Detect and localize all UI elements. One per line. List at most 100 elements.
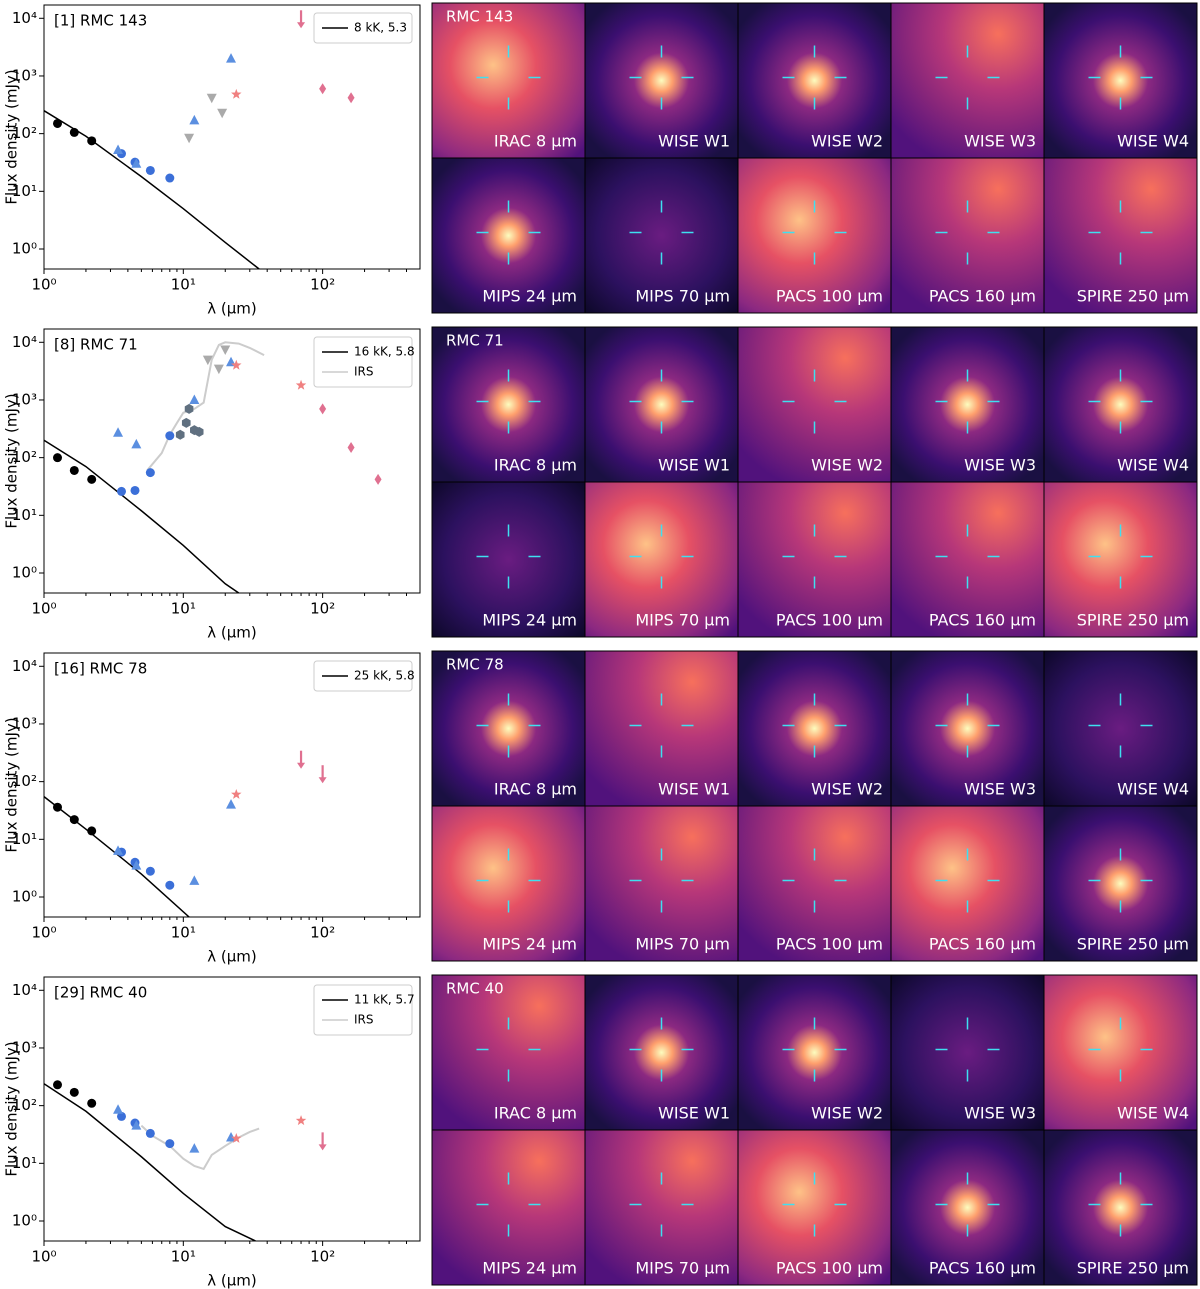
point bbox=[206, 93, 217, 104]
point bbox=[374, 473, 382, 485]
point bbox=[184, 133, 195, 144]
band-label: WISE W1 bbox=[658, 132, 730, 151]
y-tick-label: 10¹ bbox=[12, 182, 37, 200]
point bbox=[189, 875, 200, 885]
point bbox=[184, 403, 194, 414]
upper-limit bbox=[297, 10, 306, 29]
point bbox=[130, 485, 140, 495]
plot-area bbox=[44, 341, 382, 593]
band-label: WISE W4 bbox=[1117, 132, 1189, 151]
x-tick-label: 10¹ bbox=[171, 276, 196, 294]
y-tick-label: 10² bbox=[12, 772, 37, 790]
image-tile bbox=[431, 1129, 586, 1286]
point bbox=[131, 438, 142, 449]
image-tile bbox=[431, 650, 586, 807]
band-label: IRAC 8 μm bbox=[494, 1104, 577, 1123]
band-label: WISE W2 bbox=[811, 1104, 883, 1123]
image-tile bbox=[737, 157, 892, 314]
image-title: RMC 143 bbox=[446, 8, 513, 26]
y-tick-label: 10³ bbox=[12, 66, 37, 84]
plot-frame bbox=[43, 328, 421, 594]
arrow-head bbox=[318, 1144, 327, 1151]
x-tick-label: 10⁰ bbox=[31, 276, 56, 294]
point bbox=[213, 364, 224, 375]
point bbox=[116, 486, 126, 496]
image-tile bbox=[1043, 2, 1198, 159]
band-label: WISE W2 bbox=[811, 132, 883, 151]
image-tile bbox=[737, 805, 892, 962]
point bbox=[231, 359, 242, 370]
point bbox=[189, 1143, 200, 1153]
point bbox=[113, 427, 124, 437]
legend-label: IRS bbox=[354, 365, 374, 379]
y-axis-label: Flux density (mJy) bbox=[3, 717, 21, 852]
point bbox=[231, 1132, 242, 1143]
image-tile bbox=[431, 2, 586, 159]
point bbox=[131, 860, 142, 870]
point bbox=[319, 83, 327, 95]
arrow-head bbox=[297, 762, 306, 769]
plot-area bbox=[44, 10, 355, 269]
band-label: PACS 100 μm bbox=[776, 287, 883, 306]
x-axis-label: λ (µm) bbox=[207, 1272, 257, 1289]
band-label: PACS 160 μm bbox=[929, 935, 1036, 954]
band-label: SPIRE 250 μm bbox=[1077, 1259, 1189, 1278]
image-tile bbox=[1043, 1129, 1198, 1286]
point bbox=[319, 403, 327, 415]
legend-box bbox=[313, 12, 413, 44]
image-tile bbox=[431, 974, 586, 1131]
point bbox=[181, 417, 191, 428]
x-tick-label: 10² bbox=[310, 276, 335, 294]
x-axis-label: λ (µm) bbox=[207, 948, 257, 966]
point bbox=[87, 1098, 97, 1108]
y-tick-label: 10⁴ bbox=[12, 9, 37, 27]
legend-label: IRS bbox=[354, 1013, 374, 1027]
legend-label: 11 kK, 5.7 bbox=[354, 993, 415, 1007]
y-tick-label: 10³ bbox=[12, 1038, 37, 1056]
image-tile bbox=[737, 481, 892, 638]
band-label: WISE W2 bbox=[811, 456, 883, 475]
model-line bbox=[44, 1083, 256, 1241]
point bbox=[202, 355, 213, 366]
image-tile bbox=[584, 2, 739, 159]
point bbox=[194, 426, 204, 437]
point bbox=[69, 1087, 79, 1097]
image-tile bbox=[890, 481, 1045, 638]
x-tick-label: 10¹ bbox=[171, 600, 196, 618]
y-tick-label: 10¹ bbox=[12, 830, 37, 848]
x-tick-label: 10² bbox=[310, 600, 335, 618]
point bbox=[220, 345, 231, 355]
point bbox=[131, 158, 142, 168]
band-label: PACS 160 μm bbox=[929, 1259, 1036, 1278]
band-label: MIPS 70 μm bbox=[635, 287, 730, 306]
y-tick-label: 10⁰ bbox=[12, 1211, 37, 1229]
y-tick-label: 10⁴ bbox=[12, 981, 37, 999]
point bbox=[87, 136, 97, 146]
image-tile bbox=[584, 650, 739, 807]
image-tile bbox=[737, 650, 892, 807]
point bbox=[69, 815, 79, 825]
image-tile bbox=[890, 974, 1045, 1131]
band-label: SPIRE 250 μm bbox=[1077, 611, 1189, 630]
image-tile bbox=[1043, 157, 1198, 314]
x-tick-label: 10⁰ bbox=[31, 1248, 56, 1266]
panel-title: [29] RMC 40 bbox=[54, 984, 147, 1002]
band-label: WISE W4 bbox=[1117, 780, 1189, 799]
x-tick-label: 10² bbox=[310, 924, 335, 942]
plot-area bbox=[44, 750, 327, 917]
band-label: MIPS 24 μm bbox=[482, 287, 577, 306]
panel-title: [8] RMC 71 bbox=[54, 336, 138, 354]
image-tile bbox=[1043, 481, 1198, 638]
band-label: PACS 100 μm bbox=[776, 935, 883, 954]
point bbox=[145, 1128, 155, 1138]
band-label: IRAC 8 μm bbox=[494, 780, 577, 799]
band-label: SPIRE 250 μm bbox=[1077, 287, 1189, 306]
image-tile bbox=[1043, 805, 1198, 962]
legend-box bbox=[313, 984, 413, 1036]
band-label: WISE W2 bbox=[811, 780, 883, 799]
x-tick-label: 10⁰ bbox=[31, 600, 56, 618]
point bbox=[145, 866, 155, 876]
image-tile bbox=[890, 157, 1045, 314]
y-tick-label: 10⁰ bbox=[12, 563, 37, 581]
